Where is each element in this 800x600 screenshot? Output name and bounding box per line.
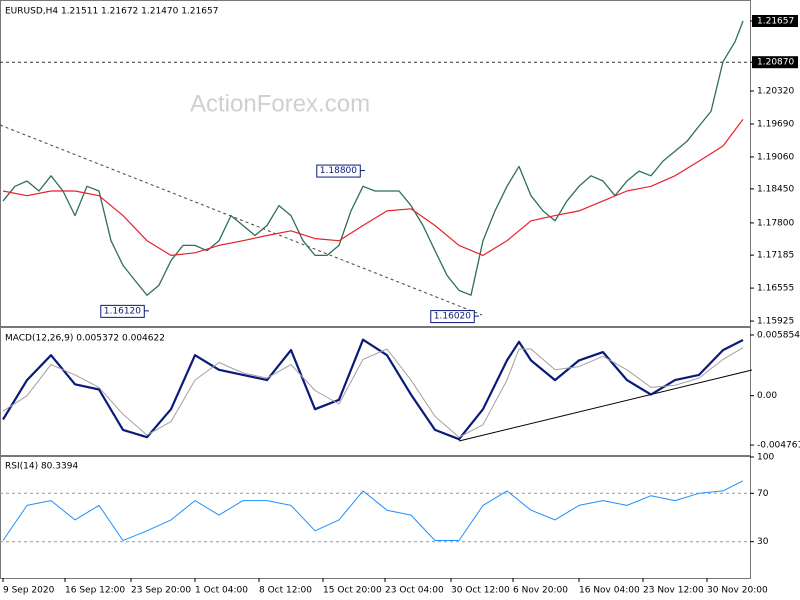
y-tick-label: 1.19060	[757, 152, 794, 162]
series-line	[2, 338, 744, 441]
x-tick-label: 15 Oct 20:00	[323, 586, 382, 596]
x-tick-label: 16 Nov 04:00	[579, 586, 640, 596]
y-tick-label: 0.00	[757, 391, 777, 401]
series-line	[2, 118, 744, 256]
y-tick-label: 0.005854	[757, 330, 800, 340]
rsi-panel	[0, 456, 751, 579]
trend-line	[0, 124, 483, 316]
watermark: ActionForex.com	[190, 90, 370, 117]
annotation-label: 1.18800	[320, 166, 357, 176]
y-tick-label: 1.18450	[757, 184, 794, 194]
x-tick-label: 23 Sep 20:00	[131, 586, 191, 596]
annotation-label: 1.16120	[104, 306, 141, 316]
trend-line	[458, 369, 753, 442]
y-tick-label: 1.20870	[757, 58, 794, 68]
y-tick-label: 1.19690	[757, 119, 794, 129]
y-tick-label: 100	[757, 453, 774, 463]
y-tick-label: 1.17185	[757, 251, 794, 261]
series-line	[2, 480, 744, 541]
y-tick-label: 30	[757, 537, 769, 547]
y-tick-label: 1.21657	[757, 17, 794, 27]
y-tick-label: 70	[757, 489, 769, 499]
x-tick-label: 9 Sep 2020	[3, 586, 55, 596]
y-tick-label: -0.004761	[757, 441, 800, 451]
y-tick-label: 1.17800	[757, 218, 794, 228]
series-line	[2, 20, 744, 296]
x-tick-label: 8 Oct 12:00	[259, 586, 312, 596]
price-panel	[0, 0, 751, 327]
x-tick-label: 6 Nov 20:00	[513, 586, 568, 596]
x-tick-label: 23 Oct 04:00	[385, 586, 444, 596]
y-tick-label: 1.20320	[757, 86, 794, 96]
panel-title: RSI(14) 80.3394	[5, 462, 78, 472]
price-label-box	[752, 15, 798, 28]
x-tick-label: 16 Sep 12:00	[65, 586, 125, 596]
x-tick-label: 30 Nov 20:00	[707, 586, 768, 596]
y-tick-label: 1.15925	[757, 317, 794, 327]
annotation-label: 1.16020	[434, 312, 471, 322]
x-tick-label: 23 Nov 12:00	[643, 586, 704, 596]
price-label-box	[752, 56, 798, 69]
panel-title: MACD(12,26,9) 0.005372 0.004622	[5, 334, 165, 344]
y-tick-label: 1.16555	[757, 284, 794, 294]
panel-title: EURUSD,H4 1.21511 1.21672 1.21470 1.2165…	[5, 7, 218, 17]
series-line	[2, 347, 744, 438]
x-tick-label: 30 Oct 12:00	[451, 586, 510, 596]
x-tick-label: 1 Oct 04:00	[195, 586, 248, 596]
